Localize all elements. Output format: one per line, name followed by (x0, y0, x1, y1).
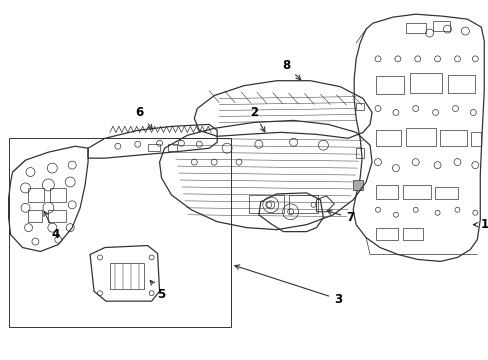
Text: 8: 8 (282, 59, 300, 80)
Text: 3: 3 (234, 265, 342, 306)
Bar (147, 144, 159, 151)
Bar (110, 264, 143, 289)
Bar (28, 210, 42, 222)
Bar (50, 188, 66, 202)
Bar (439, 130, 467, 146)
Bar (375, 228, 397, 239)
Bar (355, 148, 364, 158)
Bar (447, 75, 474, 93)
Bar (248, 195, 283, 213)
Text: 5: 5 (150, 280, 165, 301)
Bar (375, 130, 400, 146)
Text: 4: 4 (44, 211, 60, 241)
Text: 6: 6 (135, 106, 152, 129)
Bar (409, 73, 441, 93)
Bar (405, 23, 425, 33)
Bar (288, 195, 318, 213)
Bar (28, 188, 44, 202)
Text: 1: 1 (472, 218, 488, 231)
Bar (434, 187, 457, 199)
Bar (375, 76, 403, 94)
Bar (405, 129, 435, 146)
Bar (48, 210, 66, 222)
Bar (402, 228, 422, 239)
Bar (432, 21, 449, 31)
Text: 7: 7 (326, 210, 353, 224)
Bar (375, 185, 397, 199)
Text: 2: 2 (249, 106, 264, 132)
Bar (402, 185, 430, 199)
Bar (470, 132, 480, 146)
Bar (352, 180, 363, 190)
Bar (355, 103, 364, 111)
Bar (167, 144, 177, 151)
